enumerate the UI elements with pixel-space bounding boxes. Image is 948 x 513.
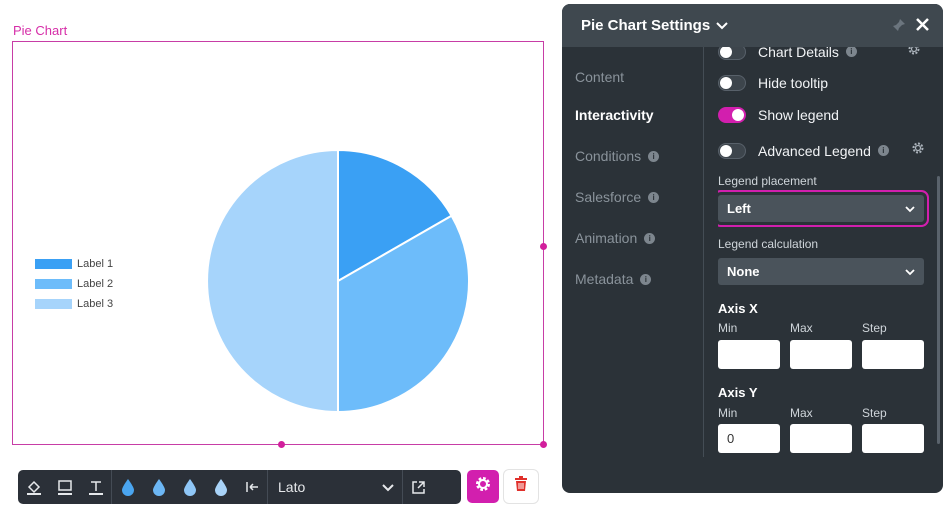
show-legend-toggle[interactable]: [718, 107, 746, 123]
axis-y-step-label: Step: [862, 406, 887, 420]
info-icon: i: [648, 150, 660, 162]
widget-label: Pie Chart: [13, 23, 68, 38]
trash-icon: [514, 476, 528, 497]
legend-item[interactable]: Label 1: [35, 254, 113, 274]
settings-nav: Content Interactivity Conditions i Salesf…: [562, 47, 704, 493]
nav-divider: [703, 47, 704, 457]
axis-y-title: Axis Y: [718, 385, 758, 400]
resize-handle-corner[interactable]: [540, 441, 547, 448]
legend-calculation-label: Legend calculation: [718, 237, 819, 251]
chevron-down-icon: [905, 264, 915, 279]
info-icon: i: [648, 191, 660, 203]
legend-calculation-select[interactable]: None: [718, 258, 924, 285]
gear-icon[interactable]: [907, 47, 921, 61]
pie-slice[interactable]: [337, 148, 453, 283]
pie-slice[interactable]: [337, 214, 470, 414]
info-icon: i: [845, 47, 857, 57]
text-icon[interactable]: [80, 470, 111, 504]
delete-button[interactable]: [504, 470, 538, 503]
axis-y-max-label: Max: [790, 406, 813, 420]
legend-label: Label 2: [77, 278, 114, 290]
nav-metadata[interactable]: Metadata i: [575, 271, 652, 287]
close-icon[interactable]: [915, 17, 930, 37]
toggle-row-hide-tooltip: Hide tooltip: [718, 75, 828, 91]
toggle-label: Show legend: [758, 107, 839, 123]
axis-y-max-input[interactable]: [790, 424, 852, 453]
axis-x-step-input[interactable]: [862, 340, 924, 369]
legend-swatch: [35, 279, 72, 289]
resize-handle-bottom[interactable]: [278, 441, 285, 448]
legend-swatch: [35, 299, 72, 309]
chart-legend: Label 1 Label 2 Label 3: [35, 254, 113, 314]
hide-tooltip-toggle[interactable]: [718, 75, 746, 91]
pin-icon[interactable]: [892, 18, 906, 37]
toolbar-divider: [267, 470, 268, 504]
drop-icon[interactable]: [174, 470, 205, 504]
pie-chart-widget[interactable]: Label 1 Label 2 Label 3: [12, 41, 544, 445]
chevron-down-icon: [382, 479, 394, 495]
toggle-row-advanced-legend: Advanced Legend i: [718, 141, 925, 160]
drop-icon[interactable]: [112, 470, 143, 504]
axis-y-min-input[interactable]: 0: [718, 424, 780, 453]
gear-icon: [474, 475, 492, 498]
legend-item[interactable]: Label 3: [35, 294, 113, 314]
axis-y-step-input[interactable]: [862, 424, 924, 453]
format-toolbar: Lato: [18, 470, 461, 504]
nav-conditions[interactable]: Conditions i: [575, 148, 660, 164]
axis-x-title: Axis X: [718, 301, 758, 316]
gear-icon[interactable]: [911, 141, 925, 160]
axis-x-max-input[interactable]: [790, 340, 852, 369]
legend-calculation-value: None: [727, 264, 760, 279]
panel-scrollbar[interactable]: [937, 176, 940, 444]
axis-x-min-label: Min: [718, 321, 738, 335]
fill-icon[interactable]: [18, 470, 49, 504]
nav-interactivity[interactable]: Interactivity: [575, 107, 654, 123]
font-select[interactable]: Lato: [268, 470, 402, 504]
chevron-down-icon[interactable]: [716, 21, 728, 30]
axis-y-min-label: Min: [718, 406, 738, 420]
axis-x-max-label: Max: [790, 321, 813, 335]
legend-label: Label 1: [77, 258, 114, 270]
nav-content[interactable]: Content: [575, 69, 625, 85]
panel-title[interactable]: Pie Chart Settings: [581, 17, 711, 34]
nav-salesforce[interactable]: Salesforce i: [575, 189, 660, 205]
advanced-legend-toggle[interactable]: [718, 142, 746, 159]
toggle-row-chart-details: Chart Details i: [718, 47, 921, 61]
legend-swatch: [35, 259, 72, 269]
legend-label: Label 3: [77, 298, 114, 310]
legend-item[interactable]: Label 2: [35, 274, 113, 294]
nav-animation[interactable]: Animation i: [575, 230, 656, 246]
toolbar-divider: [111, 470, 112, 504]
chart-details-toggle[interactable]: [718, 47, 746, 60]
legend-placement-value: Left: [727, 201, 751, 216]
toggle-row-show-legend: Show legend: [718, 107, 839, 123]
legend-placement-label: Legend placement: [718, 174, 817, 188]
settings-panel: Pie Chart Settings Content Interactivity…: [562, 4, 943, 493]
toggle-label: Advanced Legend: [758, 142, 871, 159]
panel-header: Pie Chart Settings: [562, 4, 943, 47]
axis-x-min-input[interactable]: [718, 340, 780, 369]
border-icon[interactable]: [49, 470, 80, 504]
pie-slice[interactable]: [206, 148, 339, 414]
drop-icon[interactable]: [143, 470, 174, 504]
settings-content: Chart Details i Hide tooltip Show legend…: [718, 47, 933, 493]
font-select-value: Lato: [278, 479, 306, 495]
info-icon: i: [640, 273, 652, 285]
toggle-label: Chart Details: [758, 47, 839, 60]
pie-chart[interactable]: [203, 146, 473, 416]
align-left-icon[interactable]: [236, 470, 267, 504]
chevron-down-icon: [905, 201, 915, 216]
toggle-label: Hide tooltip: [758, 75, 829, 91]
axis-x-step-label: Step: [862, 321, 887, 335]
legend-placement-select[interactable]: Left: [718, 195, 924, 222]
toolbar-divider: [402, 470, 403, 504]
drop-icon[interactable]: [205, 470, 236, 504]
resize-handle-right[interactable]: [540, 243, 547, 250]
info-icon: i: [877, 145, 889, 156]
settings-button[interactable]: [467, 470, 499, 503]
external-link-icon[interactable]: [403, 470, 434, 504]
info-icon: i: [644, 232, 656, 244]
